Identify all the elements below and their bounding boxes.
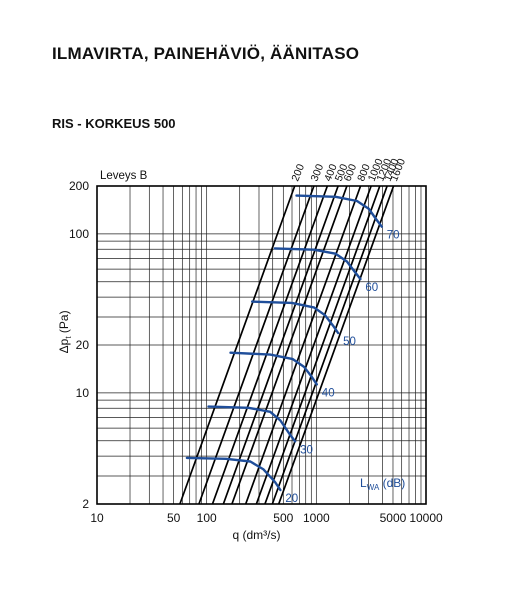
sound-curve-70 xyxy=(295,194,383,228)
width-line-1200 xyxy=(264,185,381,505)
sound-curve-30 xyxy=(207,405,297,443)
x-tick-label: 50 xyxy=(167,511,181,525)
y-tick-label: 200 xyxy=(69,179,89,193)
x-tick-label: 100 xyxy=(197,511,217,525)
sound-level-label: LWA (dB) xyxy=(360,476,405,492)
width-line-300 xyxy=(198,185,315,505)
sound-label-40: 40 xyxy=(322,387,335,399)
sound-label-20: 20 xyxy=(285,493,298,505)
y-tick-label: 10 xyxy=(76,386,90,400)
sound-label-50: 50 xyxy=(343,336,356,348)
x-tick-label: 500 xyxy=(273,511,293,525)
width-line-500 xyxy=(222,185,339,505)
x-tick-label: 10 xyxy=(90,511,104,525)
sound-curve-50 xyxy=(251,300,340,335)
x-tick-label: 5000 xyxy=(380,511,407,525)
sound-curve-40 xyxy=(229,351,318,386)
y-tick-label: 100 xyxy=(69,227,89,241)
width-line-1600 xyxy=(277,185,395,505)
sound-curve-20 xyxy=(185,456,282,492)
chart-labels: 200 3004005006008001000120014001600203040… xyxy=(57,157,443,542)
y-tick-label: 2 xyxy=(82,497,89,511)
width-line-800 xyxy=(244,185,362,505)
x-axis-label: q (dm³/s) xyxy=(233,528,281,542)
plot-frame xyxy=(96,185,427,505)
sound-curve-60 xyxy=(273,247,362,281)
plot-border xyxy=(96,185,427,505)
y-tick-label: 20 xyxy=(76,338,90,352)
width-line-1400 xyxy=(271,185,388,505)
x-tick-label: 1000 xyxy=(303,511,330,525)
width-label-200: 200 xyxy=(289,162,307,183)
y-axis-label: Δpt (Pa) xyxy=(57,310,73,353)
sound-label-30: 30 xyxy=(300,444,313,456)
chart-subtitle: RIS - KORKEUS 500 xyxy=(52,116,176,131)
leveys-label: Leveys B xyxy=(100,170,148,182)
width-line-600 xyxy=(231,185,348,505)
sound-label-60: 60 xyxy=(365,282,378,294)
page-title: ILMAVIRTA, PAINEHÄVIÖ, ÄÄNITASO xyxy=(52,44,360,63)
sound-label-70: 70 xyxy=(387,230,400,242)
width-line-1000 xyxy=(255,185,372,505)
sound-level-curves xyxy=(185,194,383,492)
width-line-400 xyxy=(211,185,329,505)
width-line-200 xyxy=(179,185,296,505)
x-tick-label: 10000 xyxy=(409,511,443,525)
grid xyxy=(97,186,426,504)
width-lines xyxy=(179,185,395,505)
